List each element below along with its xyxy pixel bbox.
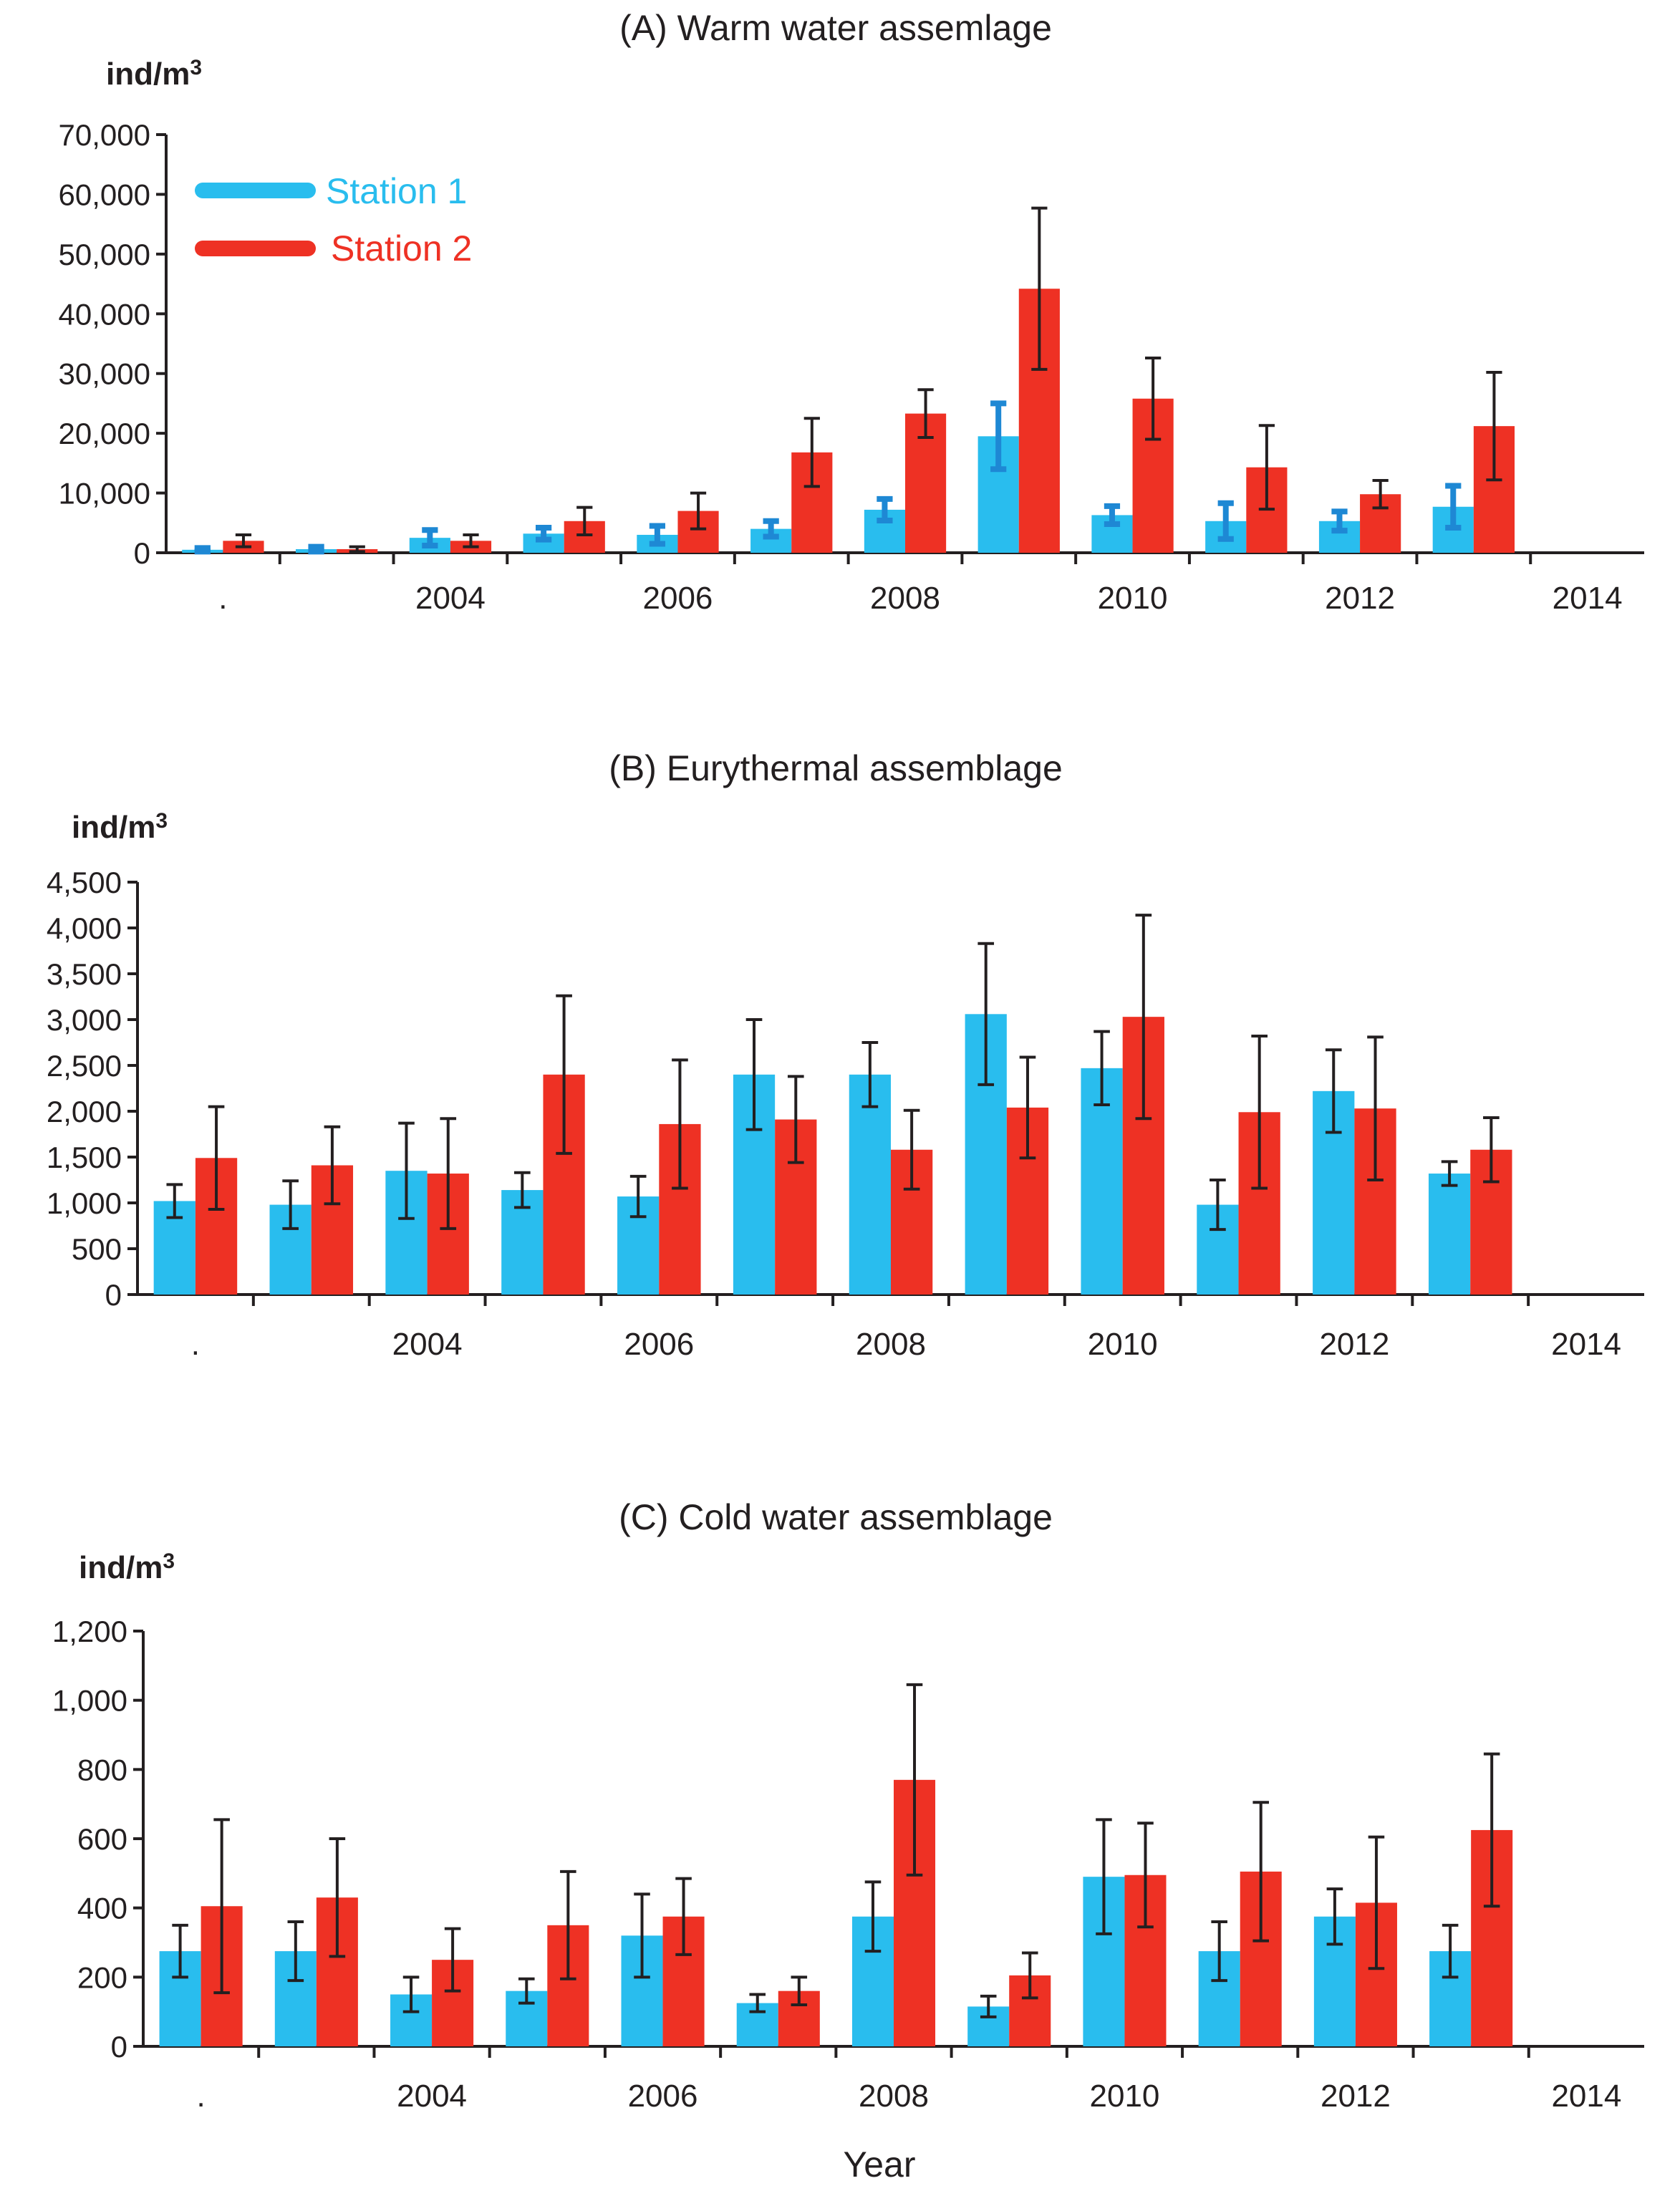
panel-b-y-tick-label: 3,000 (47, 1003, 122, 1037)
panel-a-x-tick-label: 2008 (870, 581, 940, 616)
panel-b-unit: ind/m3 (72, 809, 168, 845)
legend-item-station-1[interactable]: Station 1 (195, 171, 467, 211)
panel-b-plot: 0 500 1,000 1,500 2,000 2,500 3,000 3,500 4,000 4… (47, 866, 1644, 1362)
panel-b-x-tick-label: 2014 (1551, 1327, 1621, 1362)
panel-c: (C) Cold water assemblage ind/m3 0 200 400… (52, 1497, 1644, 2114)
panel-a-x-tick-label: 2010 (1098, 581, 1168, 616)
panel-a-y-tick-label: 0 (134, 536, 150, 570)
legend-item-station-2[interactable]: Station 2 (195, 228, 472, 269)
panel-a-y-tick-label: 40,000 (59, 297, 150, 331)
panel-b-y-tick-label: 2,000 (47, 1095, 122, 1128)
panel-b-y-tick-label: 4,000 (47, 911, 122, 945)
panel-b-y-tick-label: 2,500 (47, 1049, 122, 1083)
panel-a-x-tick-label: . (218, 581, 227, 616)
legend: Station 1 Station 2 (195, 171, 472, 269)
panel-b-y-tick-label: 500 (72, 1232, 122, 1266)
panel-c-plot: 0 200 400 600 800 1,000 1,200. 2004 2006 2008 2010… (52, 1615, 1644, 2114)
legend-label-station-2: Station 2 (331, 228, 472, 269)
panel-c-x-tick-label: 2010 (1090, 2079, 1160, 2114)
panel-b-y-tick-label: 1,000 (47, 1186, 122, 1220)
panel-a-x-tick-label: 2014 (1553, 581, 1623, 616)
panel-b-y-tick-label: 1,500 (47, 1141, 122, 1174)
panel-b-y-tick-label: 0 (105, 1278, 122, 1312)
panel-c-title: (C) Cold water assemblage (619, 1497, 1053, 1537)
panel-b-y-tick-label: 4,500 (47, 866, 122, 899)
panel-a-y-tick-label: 70,000 (59, 118, 150, 152)
panel-b-x-tick-label: 2008 (856, 1327, 926, 1362)
panel-b-x-tick-label: . (191, 1327, 200, 1362)
panel-c-y-tick-label: 1,000 (52, 1684, 127, 1718)
panel-c-x-tick-label: 2008 (859, 2079, 929, 2114)
panel-c-y-tick-label: 200 (77, 1960, 127, 1994)
panel-c-y-tick-label: 800 (77, 1753, 127, 1786)
panel-b-bar-station-1 (1428, 1174, 1471, 1295)
panel-c-x-tick-label: . (196, 2079, 205, 2114)
panel-b-x-tick-label: 2010 (1088, 1327, 1158, 1362)
panel-a: (A) Warm water assemlage ind/m3 0 10,000 2… (59, 8, 1644, 616)
panel-c-y-tick-label: 600 (77, 1822, 127, 1856)
x-axis-label: Year (843, 2144, 915, 2185)
panel-c-x-tick-label: 2004 (397, 2079, 467, 2114)
panel-c-y-tick-label: 400 (77, 1892, 127, 1925)
panel-a-y-tick-label: 20,000 (59, 417, 150, 450)
panel-b-y-tick-label: 3,500 (47, 957, 122, 991)
panel-a-y-tick-label: 60,000 (59, 178, 150, 211)
panel-a-x-tick-label: 2006 (643, 581, 713, 616)
panel-b-bar-station-1 (849, 1074, 891, 1295)
panel-a-y-tick-label: 50,000 (59, 238, 150, 271)
panel-a-y-tick-label: 30,000 (59, 357, 150, 391)
panel-a-x-tick-label: 2004 (415, 581, 486, 616)
panel-c-y-tick-label: 0 (111, 2030, 127, 2064)
panel-c-x-tick-label: 2012 (1321, 2079, 1391, 2114)
panel-b: (B) Eurythermal assemblage ind/m3 0 500 1,… (47, 748, 1644, 1362)
panel-a-title: (A) Warm water assemlage (619, 8, 1052, 48)
panel-a-plot: 0 10,000 20,000 30,000 40,000 50,000 60,000 70,… (59, 118, 1644, 616)
panel-b-x-tick-label: 2004 (392, 1327, 463, 1362)
panel-c-y-tick-label: 1,200 (52, 1615, 127, 1648)
panel-a-x-tick-label: 2012 (1325, 581, 1395, 616)
panel-a-unit: ind/m3 (106, 56, 202, 92)
panel-c-unit: ind/m3 (79, 1549, 175, 1585)
panel-a-y-tick-label: 10,000 (59, 477, 150, 511)
panel-c-x-tick-label: 2014 (1551, 2079, 1621, 2114)
panel-b-x-tick-label: 2012 (1319, 1327, 1389, 1362)
panel-b-x-tick-label: 2006 (624, 1327, 694, 1362)
panel-b-title: (B) Eurythermal assemblage (609, 748, 1063, 788)
legend-label-station-1: Station 1 (326, 171, 467, 211)
panel-c-x-tick-label: 2006 (628, 2079, 698, 2114)
